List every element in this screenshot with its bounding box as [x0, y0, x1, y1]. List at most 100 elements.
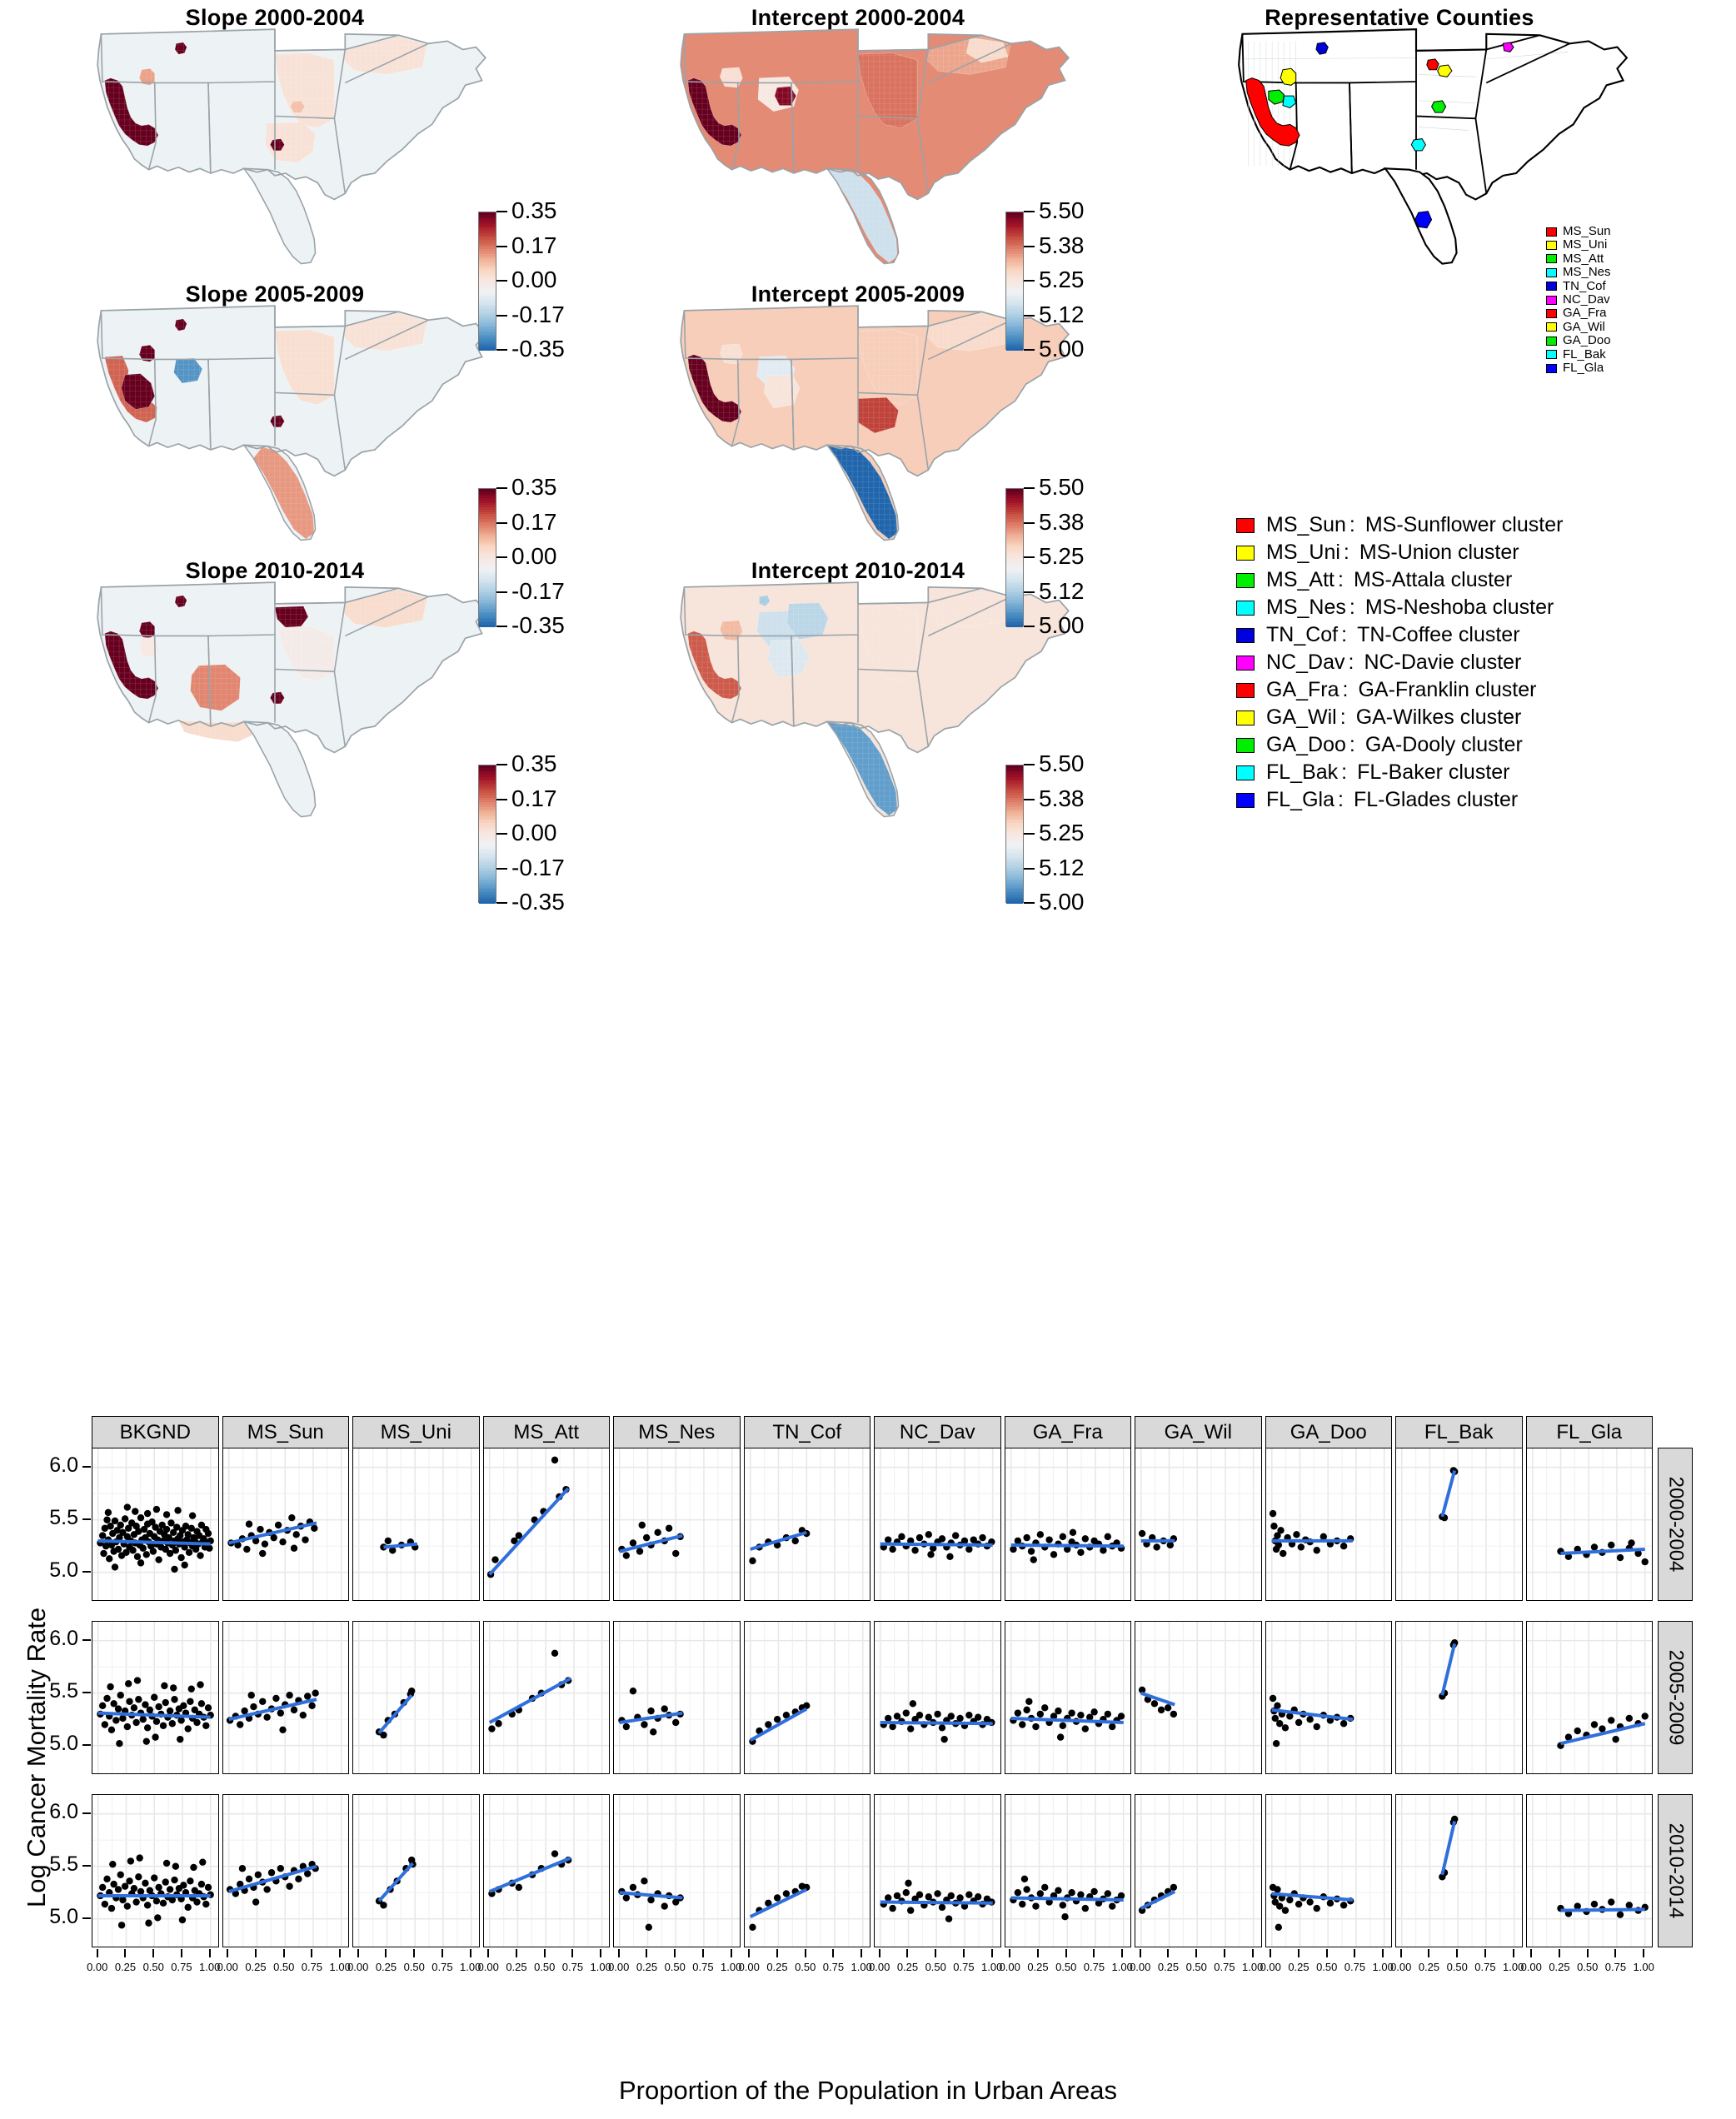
data-point	[184, 1531, 192, 1538]
colorbar-tick-label: -0.35	[511, 336, 565, 361]
data-point	[1022, 1706, 1030, 1714]
panel-FL_Bak-2000-2004	[1395, 1448, 1523, 1601]
legend-full-name: MS-Sunflower cluster	[1364, 513, 1564, 536]
panel-GA_Wil-2010-2014	[1135, 1794, 1262, 1947]
data-point	[927, 1551, 935, 1558]
legend-swatch-MS_Att	[1236, 572, 1255, 588]
legend-swatch-FL_Gla	[1546, 363, 1557, 373]
map-svg-slope-2000-2004	[97, 28, 487, 265]
x-tick-label: 0.75	[822, 1961, 845, 1973]
data-point	[641, 1877, 648, 1885]
data-point	[1326, 1717, 1334, 1724]
data-point	[137, 1559, 145, 1567]
map-panel-intercept-2000-2004: Intercept 2000-2004	[600, 0, 1116, 275]
data-point	[947, 1892, 955, 1900]
data-point	[204, 1704, 212, 1712]
data-point	[940, 1735, 948, 1743]
x-tick-mark	[730, 1949, 732, 1957]
data-point	[171, 1565, 178, 1573]
rep-counties-mini-legend: MS_Sun MS_Uni MS_Att MS_Nes TN_Cof NC_Dav GA_F…	[1546, 224, 1611, 375]
x-tick-label: 1.00	[981, 1961, 1003, 1973]
data-point	[137, 1513, 145, 1522]
x-tick-mark	[1614, 1949, 1617, 1957]
panel-TN_Cof-2000-2004	[743, 1448, 870, 1601]
panel-BKGND-2005-2009	[92, 1621, 219, 1774]
data-point	[121, 1882, 129, 1890]
panel-GA_Wil-2005-2009	[1135, 1621, 1262, 1774]
x-tick-label: 1.00	[1503, 1961, 1524, 1973]
legend-full-name: GA-Wilkes cluster	[1355, 706, 1522, 729]
data-point	[161, 1682, 168, 1690]
colorbar-tick-label: 5.38	[1039, 508, 1085, 535]
data-point	[123, 1902, 132, 1910]
x-tick-mark	[1139, 1949, 1141, 1957]
x-tick-label: 0.50	[1577, 1961, 1599, 1973]
x-tick-label: 0.25	[1288, 1961, 1309, 1973]
x-tick-label: 0.50	[1446, 1961, 1468, 1973]
data-point	[162, 1878, 169, 1886]
legend-separator: :	[1337, 568, 1344, 591]
legend-separator: :	[1339, 706, 1346, 729]
data-point	[126, 1698, 133, 1705]
data-point	[129, 1547, 137, 1554]
data-point	[946, 1553, 954, 1561]
x-axis-label: Proportion of the Population in Urban Ar…	[619, 2076, 1117, 2105]
data-point	[925, 1713, 932, 1721]
data-point	[1076, 1891, 1085, 1898]
mini-legend-item-MS_Nes: MS_Nes	[1546, 265, 1611, 279]
data-point	[181, 1561, 188, 1569]
data-point	[1090, 1708, 1098, 1716]
legend-swatch-MS_Uni	[1546, 241, 1557, 251]
x-tick-mark	[571, 1949, 574, 1957]
data-point	[1025, 1698, 1033, 1705]
mini-legend-item-FL_Gla: FL_Gla	[1546, 361, 1611, 375]
data-point	[166, 1549, 174, 1558]
x-tick-mark	[180, 1949, 182, 1957]
data-point	[119, 1528, 127, 1537]
data-point	[169, 1684, 177, 1692]
x-tick-label: 0.25	[1549, 1961, 1570, 1973]
fit-line	[97, 1711, 211, 1719]
panel-TN_Cof-2005-2009	[743, 1621, 870, 1774]
mini-legend-item-MS_Sun: MS_Sun	[1546, 224, 1611, 238]
colorbar-intercept-2010-2014: 5.50 5.38 5.25 5.12 5.00	[1005, 751, 1122, 915]
data-point	[152, 1897, 161, 1905]
x-tick-mark	[1325, 1949, 1328, 1957]
data-point	[245, 1520, 252, 1528]
panel-MS_Uni-2005-2009	[352, 1621, 480, 1774]
panel-MS_Sun-2005-2009	[222, 1621, 349, 1774]
data-point	[101, 1900, 109, 1908]
data-point	[130, 1704, 138, 1712]
data-point	[1273, 1702, 1281, 1710]
data-point	[956, 1714, 964, 1723]
data-point	[629, 1687, 637, 1695]
legend-item-GA_Fra: GA_Fra: GA-Franklin cluster	[1236, 676, 1563, 704]
fit-line	[383, 1542, 418, 1549]
data-point	[915, 1891, 924, 1898]
data-point	[136, 1854, 143, 1862]
data-point	[127, 1857, 135, 1865]
data-point	[192, 1545, 200, 1553]
data-point	[174, 1507, 182, 1514]
legend-code: GA_Doo	[1266, 733, 1346, 756]
cluster-marker-NC_Dav	[1502, 42, 1514, 52]
x-tick-mark	[469, 1949, 471, 1957]
data-point	[168, 1896, 177, 1904]
x-tick-mark	[282, 1949, 285, 1957]
legend-full-name: GA-Dooly cluster	[1364, 733, 1523, 756]
data-point	[1067, 1889, 1075, 1897]
data-point	[1273, 1532, 1281, 1539]
legend-item-NC_Dav: NC_Dav: NC-Davie cluster	[1236, 649, 1563, 676]
data-point	[101, 1524, 109, 1532]
colorbar-tick-label: 5.12	[1039, 577, 1085, 604]
mini-legend-item-TN_Cof: TN_Cof	[1546, 279, 1611, 293]
x-tick-label: 0.00	[738, 1961, 760, 1973]
map-title: Intercept 2010-2014	[751, 558, 965, 583]
data-point	[1275, 1541, 1282, 1549]
data-point	[645, 1923, 653, 1931]
data-point	[938, 1535, 946, 1543]
x-tick-mark	[748, 1949, 751, 1957]
x-tick-label: 0.75	[1604, 1961, 1627, 1973]
mini-legend-item-GA_Wil: GA_Wil	[1546, 320, 1611, 334]
data-point	[262, 1886, 271, 1893]
